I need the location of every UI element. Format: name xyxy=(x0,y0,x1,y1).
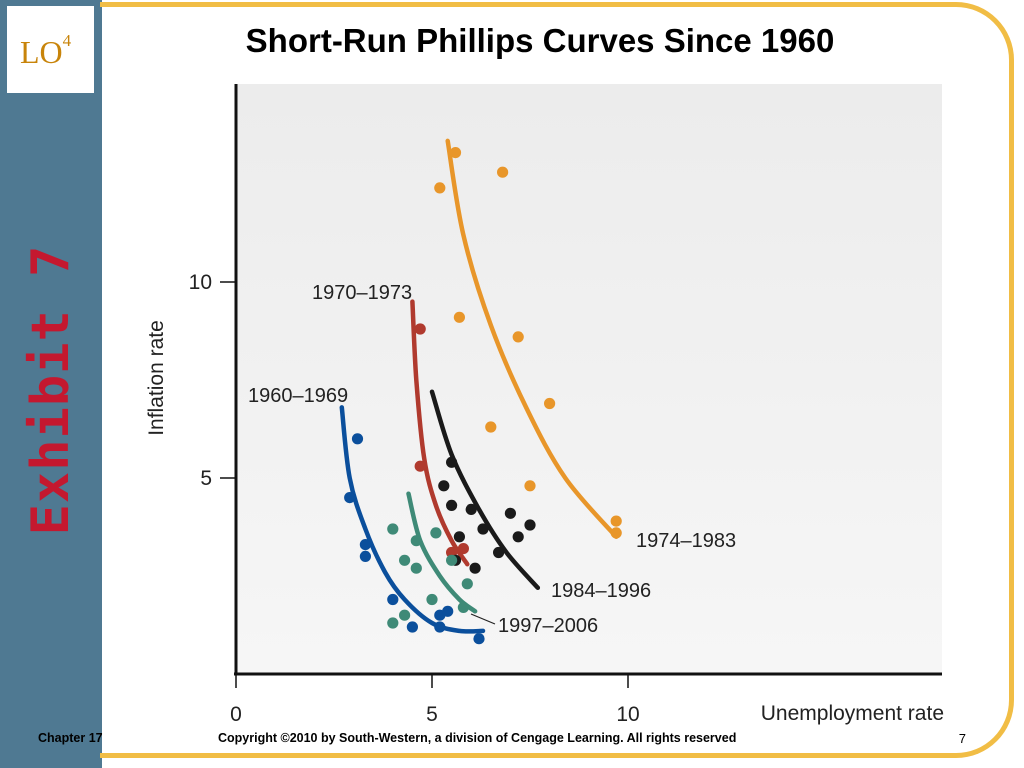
slide-frame xyxy=(100,2,1014,758)
point-series-1-10 xyxy=(473,633,485,645)
plot-area xyxy=(236,84,942,674)
point-series-5-4 xyxy=(399,554,411,566)
point-series-4-6 xyxy=(477,523,489,535)
labels-layer: 1960–1969 1970–1973 1974–1983 1984–1996 1997… xyxy=(145,271,944,726)
point-series-3-1 xyxy=(449,147,462,159)
point-series-1-9 xyxy=(442,605,454,617)
point-series-5-9 xyxy=(457,601,469,614)
point-series-3-5 xyxy=(512,331,524,343)
x-tick-label-3: 10 xyxy=(616,703,639,726)
point-series-4-2 xyxy=(438,480,450,492)
lo-text: LO xyxy=(20,34,63,70)
point-series-2-1 xyxy=(414,323,426,335)
lo-superscript: 4 xyxy=(62,31,72,50)
page-number: 7 xyxy=(958,731,966,746)
point-series-1-4 xyxy=(359,550,371,563)
point-series-3-4 xyxy=(453,311,465,323)
series-label-3: 1974–1983 xyxy=(636,530,736,552)
point-series-4-1 xyxy=(446,456,458,468)
x-tick-label-2: 5 xyxy=(426,703,438,726)
point-series-4-5 xyxy=(504,507,516,519)
point-series-1-6 xyxy=(406,621,418,633)
y-tick-label-2: 10 xyxy=(189,271,212,294)
point-series-5-8 xyxy=(426,593,438,606)
footer-chapter: Chapter 17 xyxy=(38,731,103,745)
y-tick-label-1: 5 xyxy=(200,467,212,490)
point-series-4-9 xyxy=(512,531,524,543)
sidebar-band xyxy=(0,0,102,768)
series-label-1: 1960–1969 xyxy=(248,385,348,407)
point-series-2-4 xyxy=(457,543,469,555)
point-series-5-1 xyxy=(387,523,399,535)
point-series-3-8 xyxy=(524,480,536,492)
label-leader-line xyxy=(470,613,496,625)
point-series-4-3 xyxy=(446,499,458,511)
ticks-layer xyxy=(220,281,629,688)
point-series-4-8 xyxy=(453,531,465,543)
curve-series-2 xyxy=(410,299,470,567)
curve-series-4 xyxy=(429,389,541,591)
point-series-5-3 xyxy=(430,527,442,539)
point-series-4-4 xyxy=(465,503,477,515)
point-series-3-9 xyxy=(610,515,622,527)
curve-series-3 xyxy=(445,138,619,540)
footer-copyright: Copyright ©2010 by South-Western, a divi… xyxy=(218,731,737,745)
point-series-1-5 xyxy=(387,593,399,606)
point-series-3-10 xyxy=(610,527,622,539)
point-series-2-2 xyxy=(414,460,426,472)
point-series-5-10 xyxy=(399,609,411,621)
curve-series-1 xyxy=(339,405,486,634)
point-series-1-3 xyxy=(359,539,371,551)
point-series-5-11 xyxy=(387,617,399,629)
point-series-3-6 xyxy=(544,397,556,410)
point-series-3-3 xyxy=(434,182,446,194)
point-series-4-7 xyxy=(524,519,536,531)
slide-title: Short-Run Phillips Curves Since 1960 xyxy=(245,22,835,59)
point-series-3-2 xyxy=(497,166,509,178)
series-label-4: 1984–1996 xyxy=(551,580,651,602)
learning-objective-badge: LO4 xyxy=(7,6,94,93)
series-label-5: 1997–2006 xyxy=(498,615,598,637)
y-axis-title: Inflation rate xyxy=(145,320,168,436)
point-series-1-8 xyxy=(434,621,446,633)
point-series-4-10 xyxy=(493,546,505,559)
point-series-1-2 xyxy=(344,492,356,504)
point-series-4-12 xyxy=(469,562,481,574)
series-label-2: 1970–1973 xyxy=(312,282,412,304)
points-layer xyxy=(344,147,622,645)
x-tick-label-1: 0 xyxy=(230,703,242,726)
point-series-5-2 xyxy=(410,535,422,547)
x-axis-title: Unemployment rate xyxy=(761,702,944,725)
point-series-3-7 xyxy=(485,421,497,433)
point-series-1-1 xyxy=(351,433,364,445)
point-series-5-7 xyxy=(461,578,473,590)
point-series-5-6 xyxy=(446,554,458,566)
learning-objective-label: LO4 xyxy=(20,32,71,70)
point-series-5-5 xyxy=(410,562,422,574)
